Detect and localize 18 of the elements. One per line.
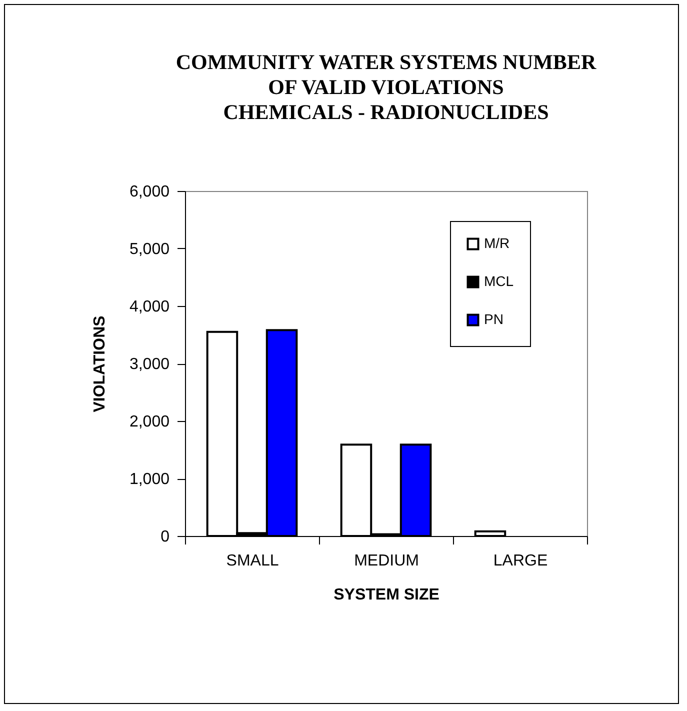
text: CHEMICALS - RADIONUCLIDES [223, 100, 549, 124]
y-tick-label: 6,000 [129, 184, 170, 200]
text: OF VALID VIOLATIONS [268, 75, 504, 99]
y-tick-label: 1,000 [129, 471, 170, 488]
y-tick-label: 5,000 [129, 241, 170, 258]
y-tick-label: 0 [160, 528, 170, 546]
y-tick-label: 3,000 [129, 356, 170, 373]
legend-label: MCL [484, 273, 514, 289]
x-axis-title: SYSTEM SIZE [334, 586, 440, 604]
y-tick-label: 2,000 [129, 414, 170, 430]
x-tick-label: MEDIUM [354, 552, 419, 570]
x-tick-label: LARGE [493, 552, 548, 570]
y-tick-label: 4,000 [129, 298, 170, 316]
legend-label: PN [484, 311, 504, 327]
text: COMMUNITY WATER SYSTEMS NUMBER [176, 50, 596, 74]
legend-label: M/R [484, 235, 510, 251]
y-axis-title: VIOLATIONS [91, 315, 108, 412]
x-tick-label: SMALL [226, 552, 279, 570]
